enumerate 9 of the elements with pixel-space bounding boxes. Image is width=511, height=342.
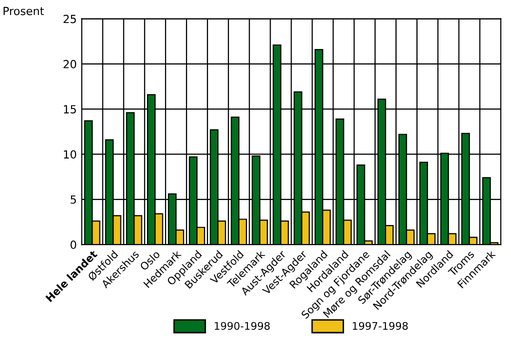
y-tick-label: 25 [64,14,76,24]
y-tick-label: 0 [70,240,76,249]
y-tick-label: 15 [64,105,76,114]
legend-label: 1990-1998 [214,322,270,330]
y-tick-label: 20 [64,60,76,68]
y-tick-label: 5 [70,196,76,204]
y-axis-title: Prosent [4,6,44,16]
legend-label: 1997-1998 [352,322,408,330]
y-tick-label: 10 [64,150,76,159]
